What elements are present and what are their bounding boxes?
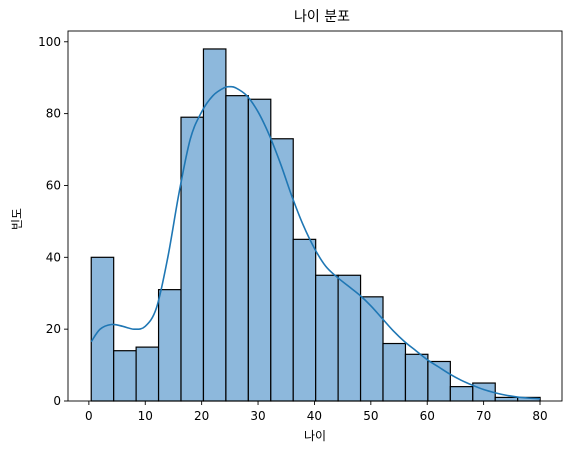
kde-line (90, 85, 541, 400)
y-tick-label: 80 (46, 107, 61, 121)
x-tick-label: 0 (85, 409, 93, 423)
x-tick-label: 10 (138, 409, 153, 423)
axes-group (67, 30, 563, 402)
histogram-bar (337, 274, 362, 402)
histogram-bar (404, 353, 429, 402)
histogram-bar (247, 98, 272, 402)
y-tick-label: 40 (46, 250, 61, 264)
histogram-bar (225, 95, 249, 402)
x-tick-label: 30 (250, 409, 265, 423)
histogram-bar (90, 256, 115, 402)
y-axis-label: 빈도 (10, 208, 24, 230)
y-tick-label: 20 (46, 322, 61, 336)
histogram-bar (157, 289, 182, 402)
histogram-bar (135, 346, 160, 402)
chart-title: 나이 분포 (294, 9, 350, 25)
x-tick-label: 70 (476, 409, 491, 423)
x-tick-label: 40 (307, 409, 322, 423)
bars-group (90, 48, 541, 402)
y-tick-label: 0 (53, 394, 61, 408)
histogram-bar (180, 116, 205, 402)
plot-frame (67, 30, 563, 402)
histogram-bar (449, 386, 474, 402)
x-tick-label: 80 (532, 409, 547, 423)
y-tick-label: 60 (46, 178, 61, 192)
histogram-bar (359, 296, 384, 402)
histogram-bar (202, 48, 227, 402)
ticks-group: 0 10 20 30 40 50 60 70 80 0 20 40 60 80 100 (38, 35, 548, 423)
histogram-bar (315, 274, 339, 402)
histogram-bar (113, 350, 137, 402)
x-tick-label: 50 (363, 409, 378, 423)
kde-group (90, 85, 541, 400)
histogram-bar (494, 396, 519, 402)
histogram-bar (382, 342, 407, 402)
x-axis-label: 나이 (304, 429, 326, 443)
x-tick-label: 60 (420, 409, 435, 423)
y-tick-label: 100 (38, 35, 61, 49)
x-tick-label: 20 (194, 409, 209, 423)
histogram-bar (292, 238, 317, 402)
histogram-bar (270, 138, 294, 402)
